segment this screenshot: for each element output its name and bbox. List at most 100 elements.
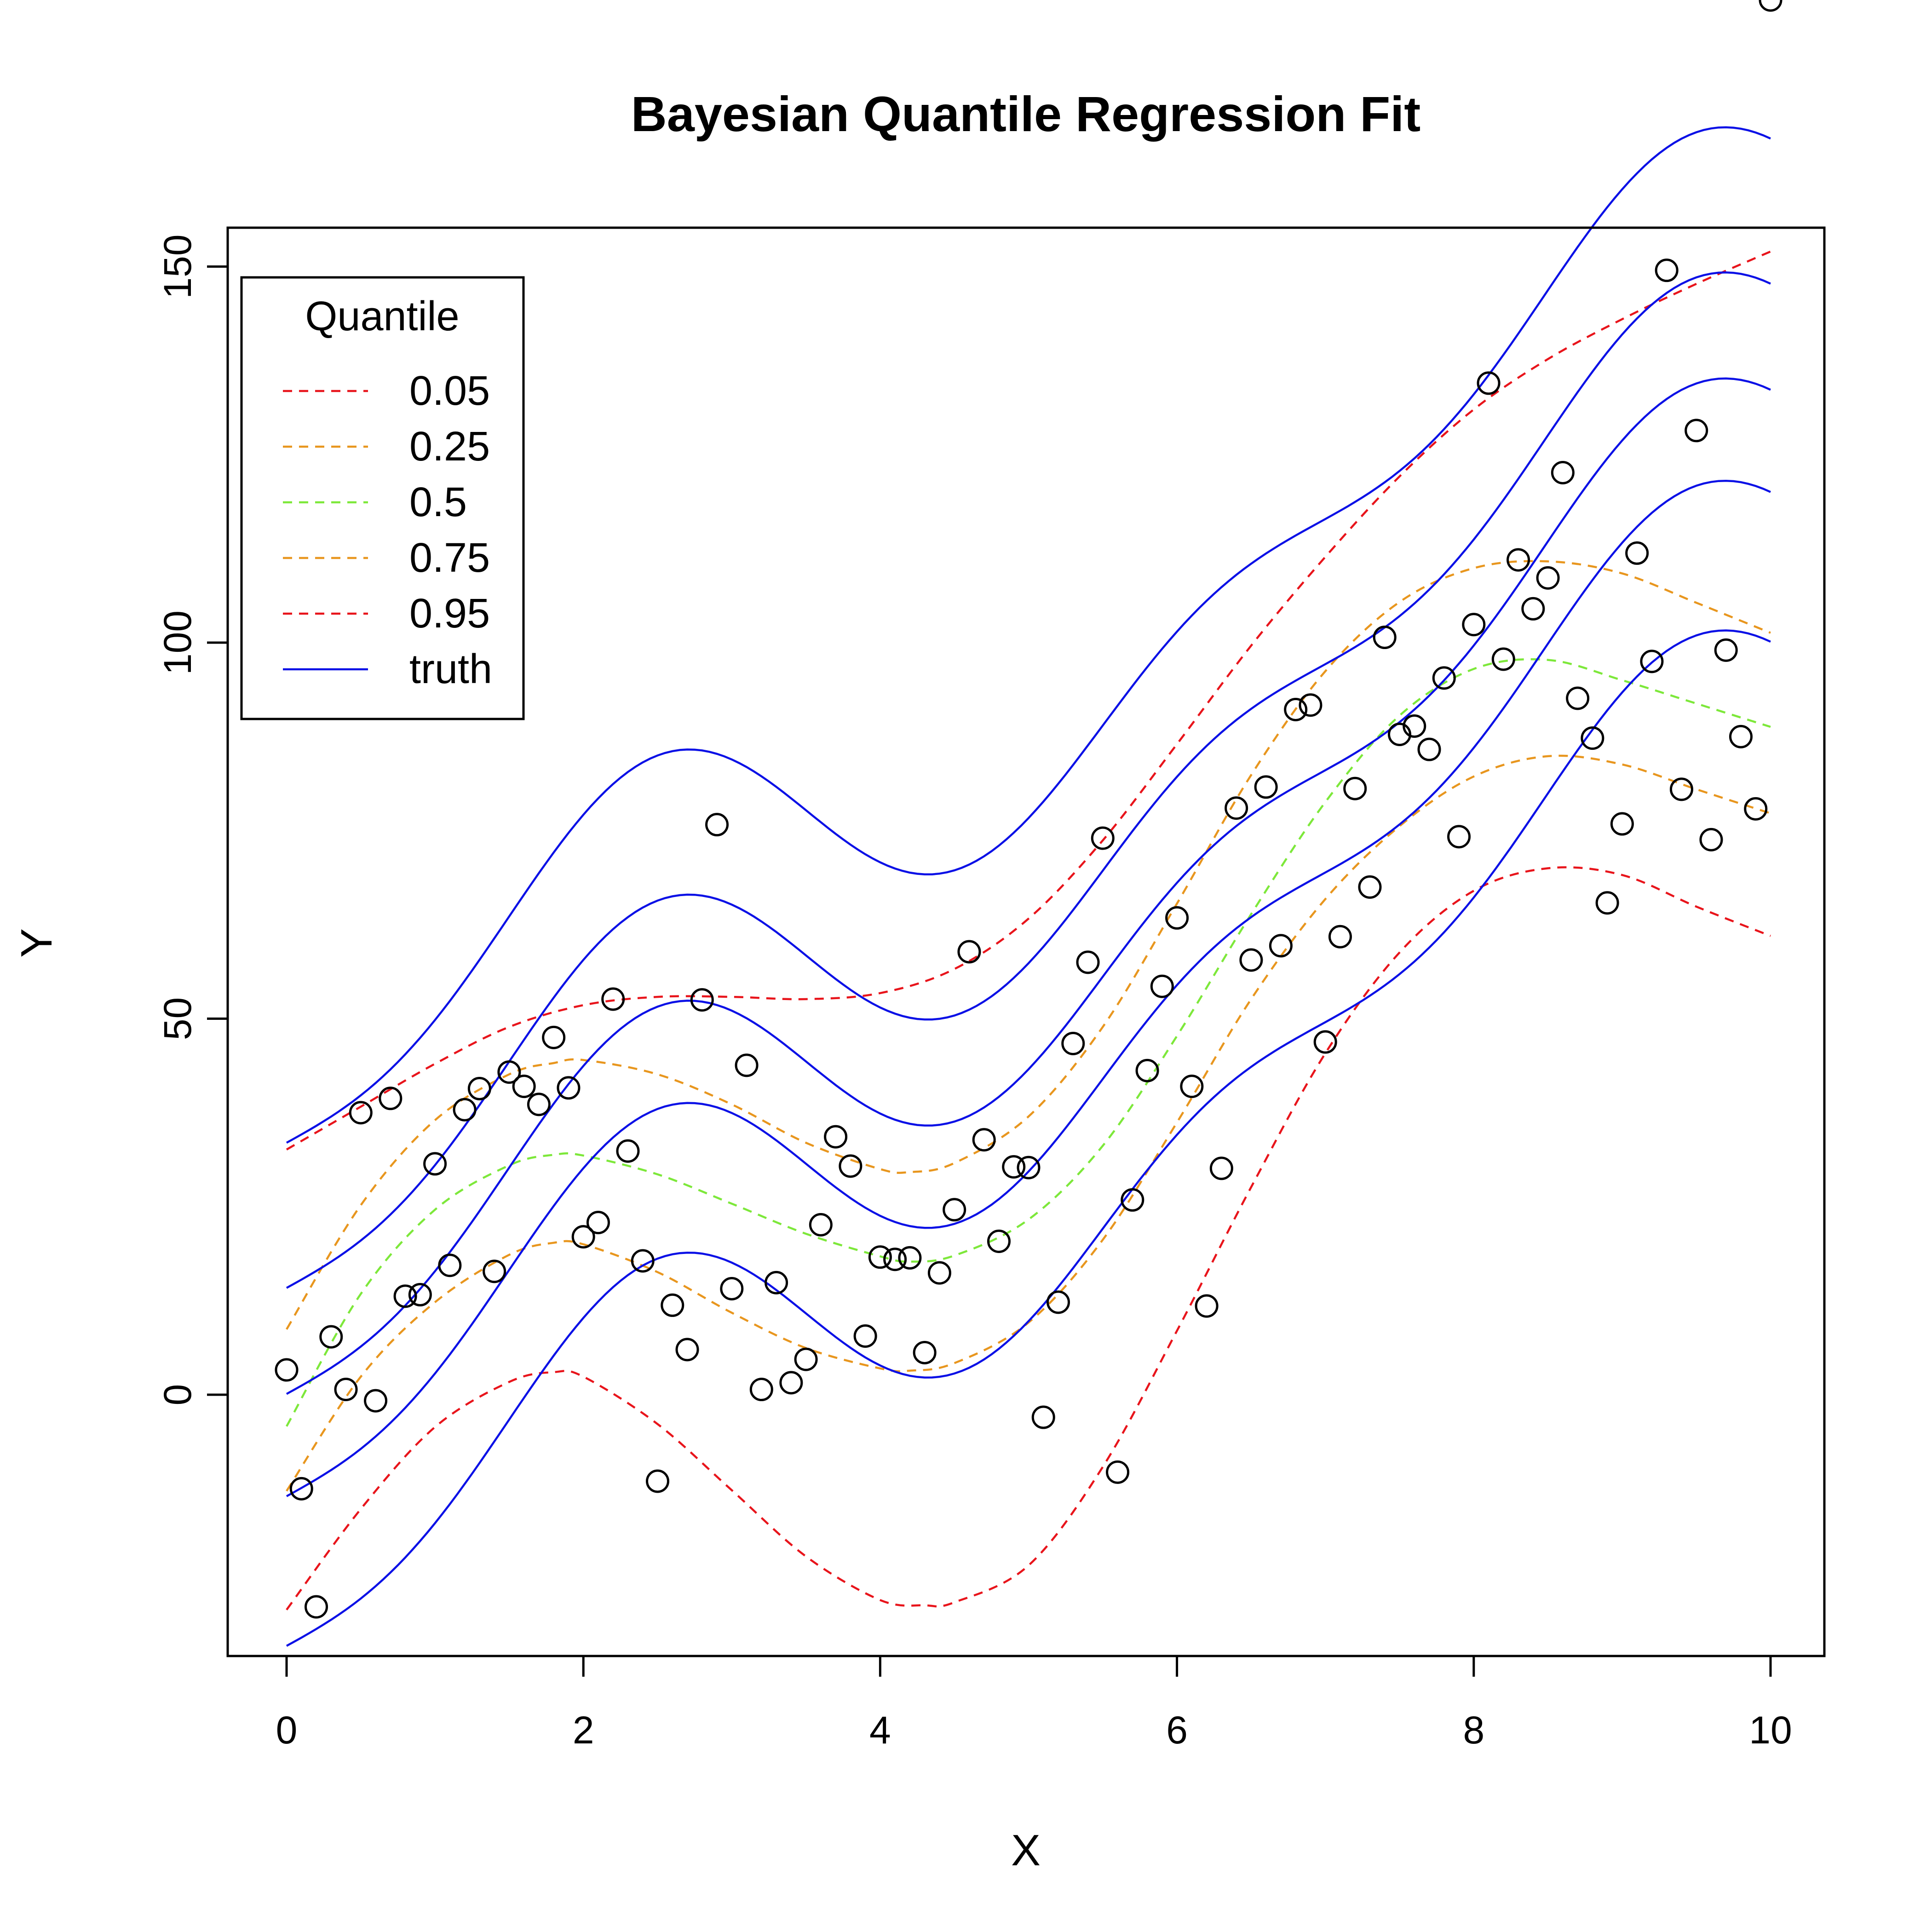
legend-title: Quantile bbox=[305, 293, 459, 339]
legend-label: 0.25 bbox=[409, 424, 490, 470]
data-point bbox=[794, 1347, 818, 1371]
data-point bbox=[1699, 828, 1723, 851]
data-point bbox=[1328, 925, 1352, 949]
curves bbox=[286, 126, 1771, 1647]
data-point bbox=[690, 988, 714, 1012]
data-point bbox=[913, 1340, 937, 1364]
data-point bbox=[675, 1338, 699, 1362]
data-point bbox=[423, 1152, 447, 1176]
data-point bbox=[527, 1092, 551, 1116]
data-point bbox=[319, 1325, 343, 1349]
data-point bbox=[1566, 686, 1590, 710]
data-point bbox=[1195, 1294, 1219, 1318]
legend-label: 0.75 bbox=[409, 535, 490, 581]
x-tick-label: 4 bbox=[869, 1708, 891, 1752]
data-point bbox=[408, 1283, 432, 1307]
data-point bbox=[1180, 1075, 1204, 1098]
data-point bbox=[1595, 891, 1619, 915]
quantile-curve-0-95 bbox=[286, 250, 1771, 1150]
y-axis-label: Y bbox=[12, 928, 61, 958]
data-point bbox=[765, 1271, 788, 1294]
truth-curve bbox=[286, 271, 1771, 1289]
data-point bbox=[1610, 812, 1634, 836]
legend-label: truth bbox=[409, 646, 492, 692]
data-point bbox=[957, 940, 981, 964]
data-point bbox=[616, 1139, 640, 1163]
data-point bbox=[898, 1246, 922, 1270]
data-point bbox=[275, 1358, 299, 1382]
legend: Quantile 0.05 0.25 0.5 0.75 0.95 truth bbox=[240, 276, 525, 720]
data-point bbox=[1462, 613, 1486, 637]
data-point bbox=[1506, 548, 1530, 572]
legend-label: 0.05 bbox=[409, 368, 490, 414]
data-point bbox=[720, 1276, 744, 1300]
data-point bbox=[557, 1076, 581, 1100]
data-point bbox=[349, 1101, 373, 1125]
data-point bbox=[1076, 950, 1100, 974]
data-point bbox=[512, 1075, 536, 1098]
data-point bbox=[364, 1389, 388, 1413]
data-point bbox=[379, 1087, 402, 1110]
quantile-curve-0-25 bbox=[286, 754, 1771, 1492]
truth-curve bbox=[286, 377, 1771, 1395]
data-point bbox=[1165, 906, 1189, 930]
data-point bbox=[1729, 724, 1753, 748]
data-point bbox=[289, 1477, 313, 1501]
data-point bbox=[1239, 948, 1263, 972]
legend-entries: 0.05 0.25 0.5 0.75 0.95 truth bbox=[283, 368, 492, 692]
data-point bbox=[483, 1259, 506, 1283]
data-point bbox=[1447, 825, 1471, 849]
data-point bbox=[334, 1378, 358, 1402]
data-points bbox=[275, 0, 1782, 1619]
data-point bbox=[1225, 796, 1248, 820]
plot-frame bbox=[226, 226, 1826, 1657]
legend-label: 0.95 bbox=[409, 591, 490, 637]
data-point bbox=[883, 1248, 907, 1271]
data-point bbox=[1581, 726, 1604, 750]
data-point bbox=[1551, 460, 1575, 484]
y-tick-label: 50 bbox=[156, 997, 199, 1040]
data-point bbox=[1714, 638, 1738, 662]
data-point bbox=[1017, 1156, 1041, 1179]
data-point bbox=[1521, 597, 1545, 621]
data-point bbox=[1209, 1156, 1233, 1180]
x-tick-label: 0 bbox=[276, 1708, 298, 1752]
data-point bbox=[868, 1245, 892, 1269]
data-point bbox=[1313, 1030, 1337, 1054]
data-point bbox=[1106, 1460, 1130, 1484]
x-tick-label: 2 bbox=[573, 1708, 594, 1752]
data-point bbox=[542, 1025, 566, 1049]
data-point bbox=[305, 1595, 328, 1619]
data-point bbox=[1150, 974, 1174, 998]
data-point bbox=[1432, 666, 1456, 690]
data-point bbox=[927, 1261, 951, 1285]
data-point bbox=[1744, 797, 1768, 821]
data-point bbox=[824, 1125, 848, 1149]
data-point bbox=[661, 1293, 684, 1317]
data-point bbox=[1640, 650, 1664, 673]
data-point bbox=[987, 1229, 1011, 1253]
legend-box bbox=[240, 276, 525, 720]
data-point bbox=[1625, 541, 1649, 565]
x-tick-label: 10 bbox=[1749, 1708, 1792, 1752]
data-point bbox=[1269, 934, 1293, 958]
data-point bbox=[601, 987, 625, 1011]
data-point bbox=[735, 1053, 759, 1077]
data-point bbox=[943, 1198, 966, 1222]
data-point bbox=[586, 1211, 610, 1235]
data-point bbox=[438, 1254, 462, 1277]
data-point bbox=[1477, 371, 1501, 395]
data-point bbox=[779, 1371, 803, 1395]
data-point bbox=[467, 1077, 491, 1101]
data-point bbox=[1299, 693, 1322, 717]
truth-curve bbox=[286, 629, 1771, 1647]
data-point bbox=[1002, 1155, 1026, 1179]
y-tick-label: 100 bbox=[156, 610, 199, 675]
x-axis-label: X bbox=[1011, 1826, 1041, 1875]
x-tick-label: 8 bbox=[1463, 1708, 1484, 1752]
data-point bbox=[1491, 647, 1515, 671]
data-point bbox=[1254, 775, 1278, 799]
data-point bbox=[1031, 1405, 1055, 1429]
legend-label: 0.5 bbox=[409, 479, 467, 525]
